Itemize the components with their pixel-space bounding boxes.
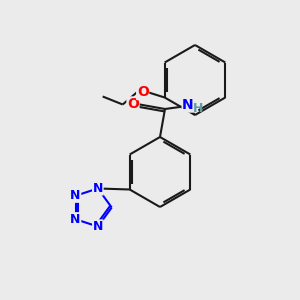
- Text: O: O: [137, 85, 148, 100]
- Text: N: N: [70, 213, 81, 226]
- Text: O: O: [127, 97, 139, 111]
- Text: N: N: [70, 189, 81, 202]
- Text: N: N: [182, 98, 194, 112]
- Text: N: N: [93, 182, 103, 195]
- Text: N: N: [93, 220, 103, 233]
- Text: H: H: [193, 101, 203, 115]
